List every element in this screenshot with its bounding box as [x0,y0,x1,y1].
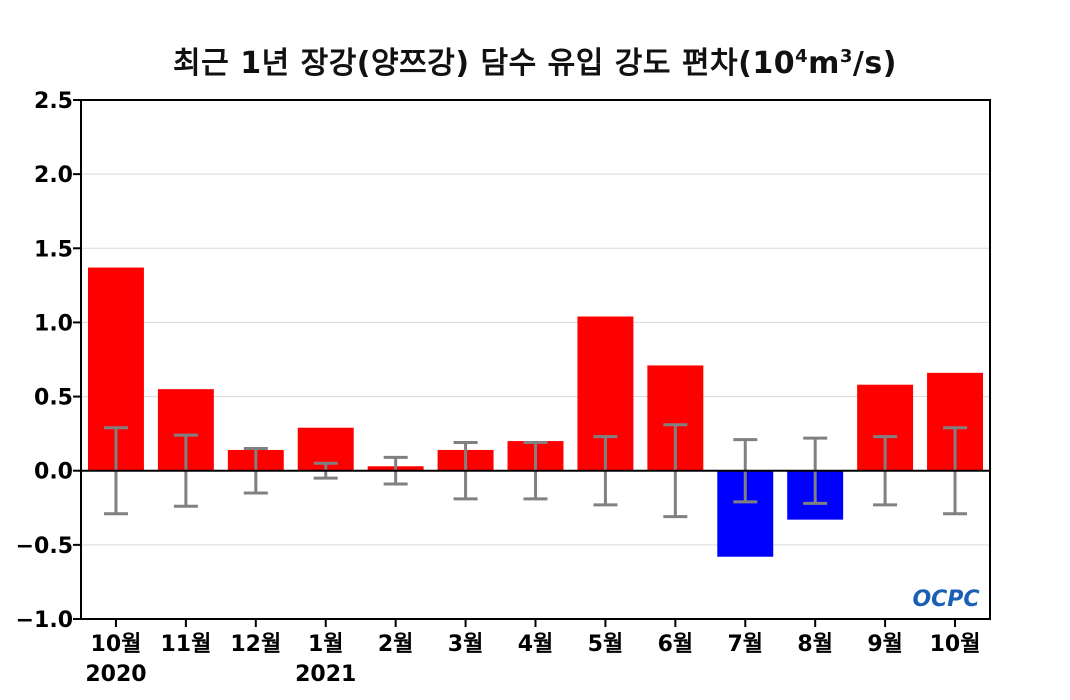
y-tick-label: 0.5 [34,386,73,411]
y-tick-label: −1.0 [16,608,73,633]
title-unit-exp2: 3 [839,46,853,67]
grid-layer [81,173,990,546]
x-tick-label: 1월 [308,632,344,657]
title-unit-base: (10 [738,46,796,81]
ocpc-logo: OCPC [912,587,979,612]
x-tick-label: 9월 [867,632,903,657]
year-label: 2021 [295,662,356,687]
y-tick-label: 2.5 [34,89,73,114]
x-tick-label: 8월 [797,632,833,657]
chart-title-text: 최근 1년 장강(양쯔강) 담수 유입 강도 편차 [173,46,739,81]
title-unit-mid: m [808,46,840,81]
plot-frame [80,99,991,620]
x-tick-label: 6월 [658,632,694,657]
y-tick-label: 0.0 [34,460,73,485]
x-tick-label: 2월 [378,632,414,657]
x-tick-label: 7월 [727,632,763,657]
y-tick-label: −0.5 [16,534,73,559]
y-tick-label: 1.0 [34,311,73,336]
year-label: 2020 [85,662,146,687]
x-axis: 10월 11월 12월 1월 2월 3월 4월 5월 6월 7월 8월 9월 10월 2020 2021 [85,619,980,687]
x-tick-label: 3월 [448,632,484,657]
chart-title: 최근 1년 장강(양쯔강) 담수 유입 강도 편차(104m3/s) [0,38,1070,82]
x-tick-label: 10월 [91,632,142,657]
title-unit-tail: /s) [852,46,897,81]
x-tick-label: 12월 [230,632,281,657]
bars-layer [87,267,984,557]
ocpc-logo-text: OCPC [912,587,979,612]
y-axis: −1.0 −0.5 0.0 0.5 1.0 1.5 2.0 2.5 [16,89,81,633]
x-tick-label: 10월 [930,632,981,657]
x-tick-label: 5월 [588,632,624,657]
x-tick-label: 4월 [518,632,554,657]
y-tick-label: 2.0 [34,163,73,188]
title-unit-exp1: 4 [795,46,809,67]
y-tick-label: 1.5 [34,237,73,262]
x-tick-label: 11월 [160,632,211,657]
